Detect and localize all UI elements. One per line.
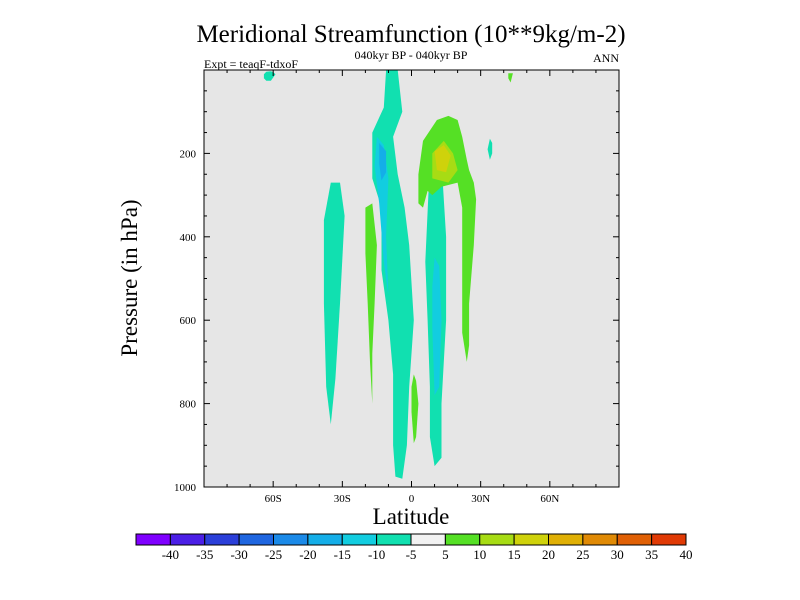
contour-region-positive-13 [411,374,419,444]
colorbar-swatch [341,533,378,546]
chart-subtitle: 040kyr BP - 040kyr BP [355,48,468,62]
colorbar-swatch [135,533,171,546]
x-tick-label: 30N [471,493,490,505]
colorbar-label: -10 [368,547,385,562]
colorbar-label: 5 [442,547,449,562]
y-axis-label: Pressure (in hPa) [117,199,142,356]
contour-region-negative-6 [432,257,442,396]
colorbar-swatch [273,533,309,546]
x-tick-label: 60N [540,493,559,505]
colorbar-label: 40 [680,547,693,562]
colorbar-label: -5 [406,547,417,562]
colorbar-swatch [444,533,481,546]
season-label: ANN [593,51,619,65]
chart-title: Meridional Streamfunction (10**9kg/m-2) [196,21,625,48]
contour-region-positive-8 [365,203,377,404]
colorbar-swatch [651,533,687,546]
colorbar-swatch [582,533,618,546]
contour-region-negative-0 [263,71,276,81]
colorbar-swatch [376,533,412,546]
colorbar-swatch [307,533,343,546]
contour-region-negative-1 [323,182,345,425]
colorbar-label: -30 [230,547,247,562]
colorbar-swatch [513,533,549,546]
colorbar-swatch [410,533,446,546]
colorbar-swatch [238,533,274,546]
contour-regions [263,70,513,479]
colorbar: -40 -35 -30 -25 -20 -15 -10 -5 5 10 15 20 25 30 35 40 [135,533,693,562]
colorbar-label: 10 [473,547,486,562]
plot-background [204,70,619,487]
x-axis: 60S 30S 0 30N 60N [203,70,620,505]
contour-region-negative-7 [487,138,493,160]
experiment-label: Expt = teaqF-tdxoF [204,57,298,71]
colorbar-label: -35 [196,547,213,562]
colorbar-swatch [204,533,240,546]
colorbar-label: 15 [508,547,521,562]
y-tick-label: 1000 [174,482,197,494]
contour-region-negative-3 [374,136,389,296]
colorbar-label: 35 [645,547,658,562]
y-tick-label: 400 [180,232,197,244]
contour-region-positive-12 [508,73,513,83]
colorbar-label: 30 [611,547,624,562]
colorbar-swatch [548,533,584,546]
x-tick-label: 30S [334,493,351,505]
colorbar-label: -20 [299,547,316,562]
colorbar-label: -40 [162,547,179,562]
contour-region-positive-11 [434,145,451,173]
x-axis-label: Latitude [373,504,450,529]
y-tick-label: 600 [180,315,197,327]
y-axis: 200 400 600 800 1000 [174,90,619,494]
contour-region-negative-4 [379,143,387,181]
y-tick-label: 800 [180,399,197,411]
colorbar-swatch [169,533,206,546]
colorbar-label: 25 [576,547,589,562]
colorbar-label: -15 [334,547,351,562]
x-tick-label: 60S [265,493,282,505]
y-tick-label: 200 [180,148,197,160]
x-tick-label: 0 [409,493,415,505]
colorbar-label: -25 [265,547,282,562]
colorbar-swatch [616,533,653,546]
colorbar-swatch [479,533,515,546]
colorbar-label: 20 [542,547,555,562]
